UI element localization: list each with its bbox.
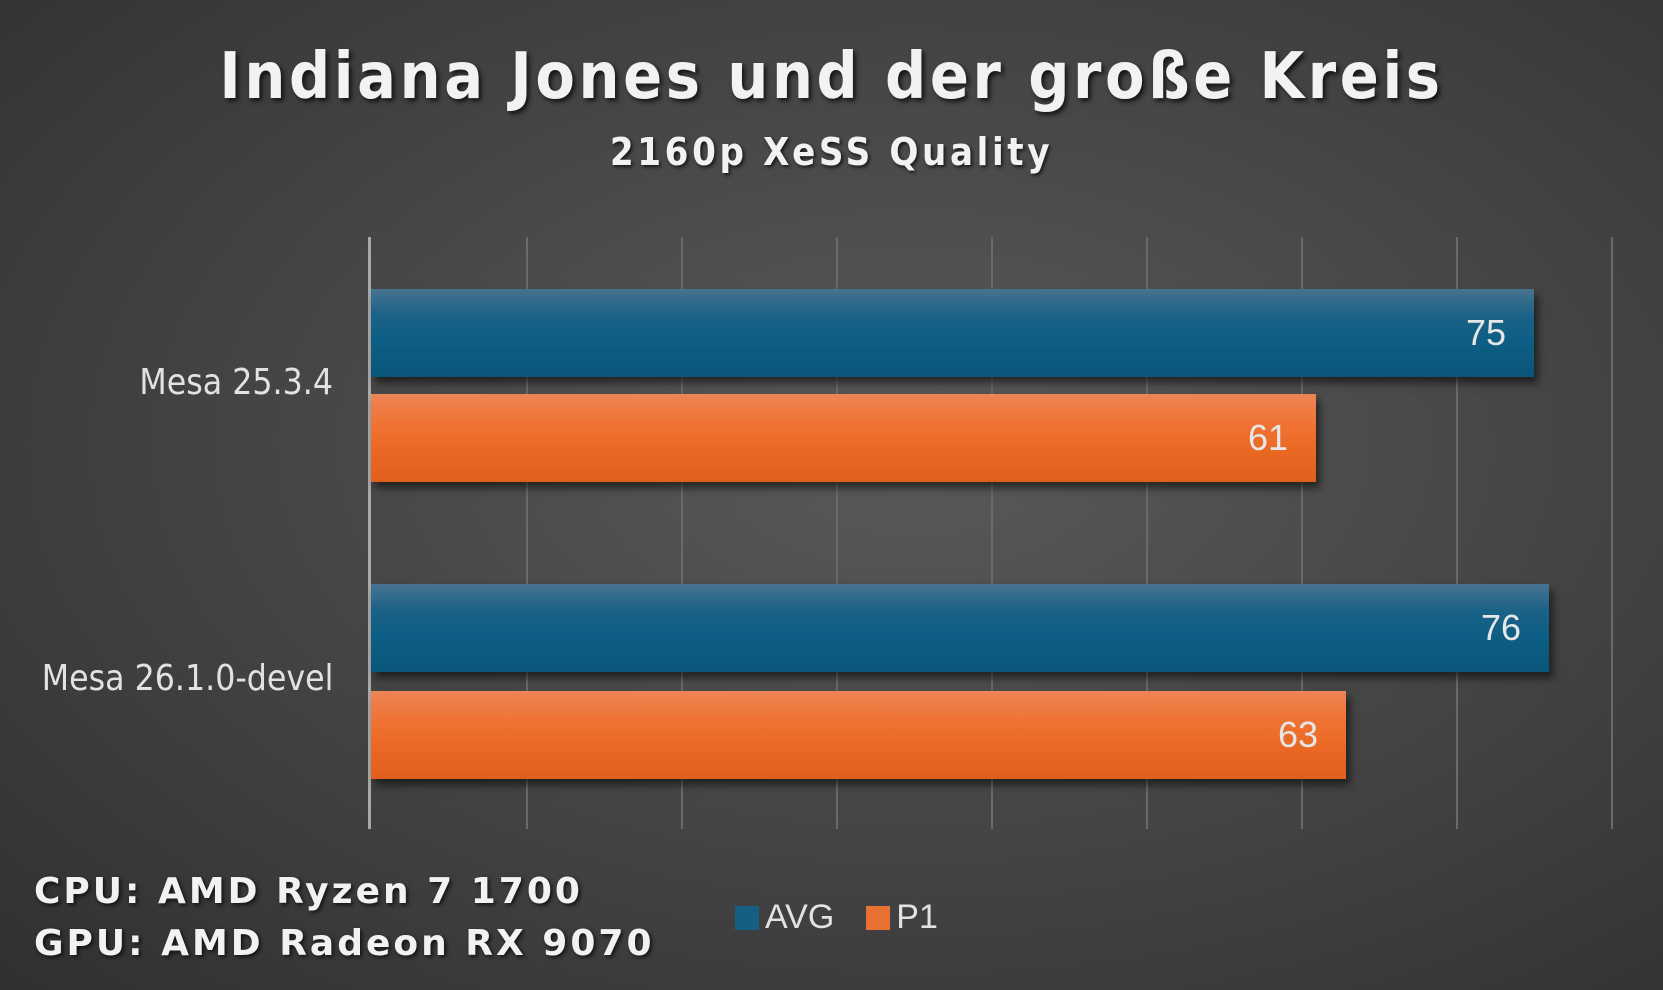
- gridline: [1301, 237, 1303, 829]
- category-label: Mesa 26.1.0-devel: [41, 658, 333, 699]
- plot-area: 75 61 76 63: [368, 237, 1613, 829]
- data-label: 61: [1247, 417, 1288, 458]
- data-label: 63: [1277, 714, 1318, 755]
- gridline: [1456, 237, 1458, 829]
- gridline: [1611, 237, 1613, 829]
- legend-swatch-avg: [735, 905, 759, 930]
- category-label: Mesa 25.3.4: [139, 362, 333, 403]
- legend-label: AVG: [765, 898, 835, 936]
- cpu-spec: CPU: AMD Ryzen 7 1700: [34, 871, 583, 912]
- gpu-spec: GPU: AMD Radeon RX 9070: [34, 923, 655, 964]
- data-label: 75: [1465, 312, 1506, 353]
- bar-avg-mesa-25: 75: [371, 289, 1534, 377]
- bar-avg-mesa-26: 76: [371, 584, 1549, 672]
- legend-label: P1: [896, 898, 938, 936]
- legend-swatch-p1: [866, 905, 891, 930]
- gridline: [991, 237, 993, 829]
- legend-item-p1: P1: [866, 898, 938, 937]
- chart-subtitle: 2160p XeSS Quality: [609, 130, 1054, 174]
- system-specs: CPU: AMD Ryzen 7 1700 GPU: AMD Radeon RX…: [34, 866, 655, 970]
- bar-p1-mesa-25: 61: [371, 394, 1316, 482]
- gridline: [836, 237, 838, 829]
- chart-title: Indiana Jones und der große Kreis: [219, 40, 1444, 114]
- bar-p1-mesa-26: 63: [371, 691, 1346, 779]
- gridline: [681, 237, 683, 829]
- legend-item-avg: AVG: [735, 898, 834, 937]
- gridline: [1146, 237, 1148, 829]
- y-axis-line: [368, 237, 371, 829]
- gridline: [526, 237, 528, 829]
- data-label: 76: [1480, 607, 1521, 648]
- legend: AVG P1: [735, 898, 960, 937]
